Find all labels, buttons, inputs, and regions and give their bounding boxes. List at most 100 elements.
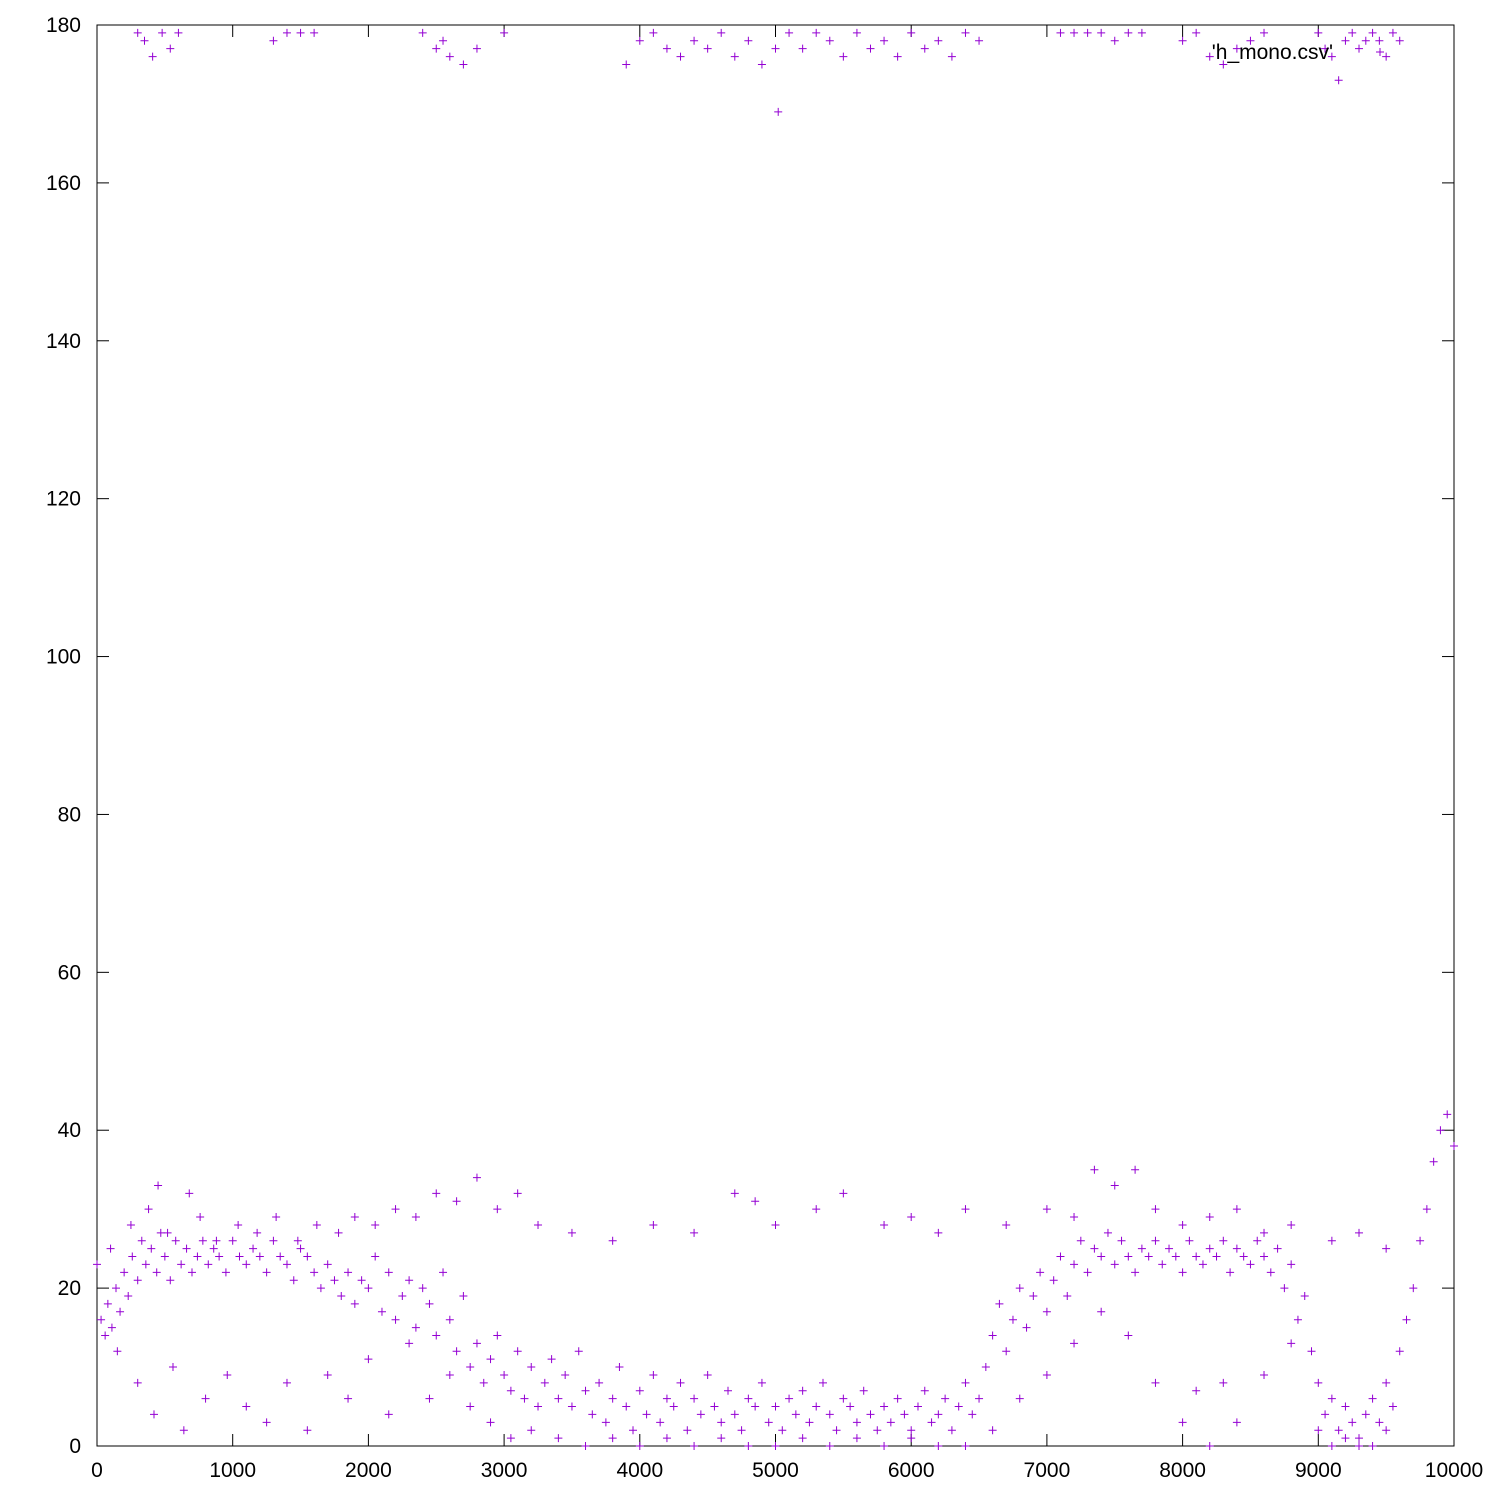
data-point [1388, 28, 1397, 37]
data-point [350, 1213, 359, 1222]
data-point [500, 1370, 509, 1379]
x-tick-label: 10000 [1425, 1459, 1483, 1482]
data-point [391, 1205, 400, 1214]
data-point [1450, 1142, 1458, 1151]
data-point [391, 1315, 400, 1324]
data-point [418, 1284, 427, 1293]
data-point [1049, 1276, 1058, 1285]
data-point [1015, 1394, 1024, 1403]
data-point [581, 1386, 590, 1395]
data-point [182, 1244, 191, 1253]
y-tick-label: 180 [46, 14, 81, 37]
data-point [133, 1276, 142, 1285]
data-point [128, 1252, 137, 1261]
data-point [1103, 1228, 1112, 1237]
data-point [961, 1442, 970, 1450]
data-point [1192, 28, 1201, 37]
data-point [282, 1378, 291, 1387]
data-point [1321, 44, 1330, 53]
data-point [166, 1276, 175, 1285]
data-point [1205, 1213, 1214, 1222]
data-point [730, 1410, 739, 1419]
data-point [947, 52, 956, 61]
data-point [439, 1268, 448, 1277]
data-point [137, 1236, 146, 1245]
data-point [1287, 1339, 1296, 1348]
x-tick-label: 7000 [1024, 1459, 1071, 1482]
data-point [941, 1394, 950, 1403]
data-point [778, 1426, 787, 1435]
legend-marker [1376, 48, 1384, 56]
data-point [312, 1220, 321, 1229]
data-point [1070, 1339, 1079, 1348]
y-tick-label: 20 [58, 1277, 81, 1300]
data-point [968, 1410, 977, 1419]
data-point [744, 36, 753, 45]
data-point [242, 1402, 251, 1411]
data-point [1287, 1260, 1296, 1269]
data-point [995, 1299, 1004, 1308]
data-point [1002, 1347, 1011, 1356]
data-point [152, 1268, 161, 1277]
y-tick-label: 80 [58, 803, 81, 826]
data-point [839, 52, 848, 61]
data-point [1171, 1252, 1180, 1261]
data-point [771, 44, 780, 53]
data-point [344, 1268, 353, 1277]
data-point [289, 1276, 298, 1285]
data-point [185, 1189, 194, 1198]
data-point [466, 1402, 475, 1411]
data-point [364, 1355, 373, 1364]
data-point [880, 1442, 889, 1450]
data-point [262, 1268, 271, 1277]
data-point [513, 1347, 522, 1356]
data-point [547, 1355, 556, 1364]
data-point [785, 28, 794, 37]
data-point [163, 1228, 172, 1237]
data-point [1368, 28, 1377, 37]
data-point [1232, 1205, 1241, 1214]
data-point [927, 1418, 936, 1427]
data-point [1327, 1442, 1336, 1450]
data-point [791, 1410, 800, 1419]
data-point [710, 1402, 719, 1411]
y-tick-label: 100 [46, 646, 81, 669]
data-point [1422, 1205, 1431, 1214]
data-point [1042, 1205, 1051, 1214]
data-point [1097, 28, 1106, 37]
data-point [472, 1173, 481, 1182]
data-point [154, 1181, 163, 1190]
data-point [1341, 1402, 1350, 1411]
data-point [377, 1307, 386, 1316]
data-point [425, 1394, 434, 1403]
data-point [1382, 1378, 1391, 1387]
data-point [282, 28, 291, 37]
data-point [774, 107, 783, 116]
data-point [425, 1299, 434, 1308]
data-point [432, 44, 441, 53]
data-point [432, 1189, 441, 1198]
data-point [703, 44, 712, 53]
data-point [1192, 1386, 1201, 1395]
data-point [1124, 1331, 1133, 1340]
data-point [656, 1418, 665, 1427]
data-point [384, 1268, 393, 1277]
data-point [717, 1418, 726, 1427]
data-point [171, 1236, 180, 1245]
data-point [1355, 44, 1364, 53]
data-point [357, 1276, 366, 1285]
data-point [907, 1434, 916, 1443]
data-point [323, 1370, 332, 1379]
data-point [1260, 1252, 1269, 1261]
data-point [1124, 28, 1133, 37]
x-tick-label: 2000 [345, 1459, 392, 1482]
data-point [177, 1260, 186, 1269]
data-point [554, 1394, 563, 1403]
data-point [825, 1410, 834, 1419]
data-point [141, 1260, 150, 1269]
data-point [1070, 1213, 1079, 1222]
data-point [1117, 1236, 1126, 1245]
data-point [737, 1426, 746, 1435]
x-tick-label: 9000 [1295, 1459, 1342, 1482]
